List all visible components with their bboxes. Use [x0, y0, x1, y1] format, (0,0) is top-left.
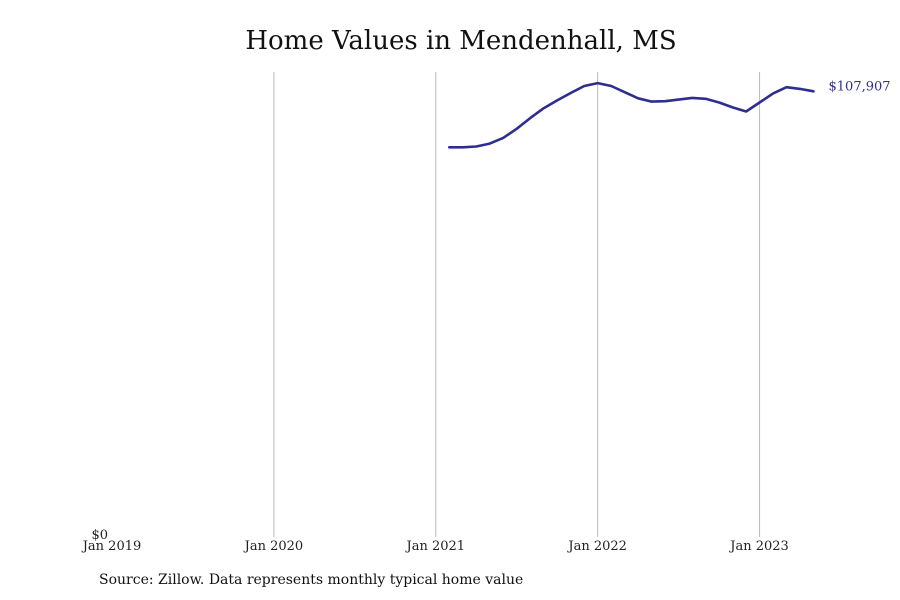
series-layer: $107,907	[447, 79, 891, 149]
x-tick-label-2021: Jan 2021	[405, 539, 466, 554]
y-tick-label-0: $0	[91, 528, 108, 543]
series-line-0	[447, 81, 815, 149]
x-tick-label-2022: Jan 2022	[566, 539, 627, 554]
chart-title: Home Values in Mendenhall, MS	[245, 26, 677, 56]
x-tick-label-2023: Jan 2023	[728, 539, 789, 554]
end-value-label: $107,907	[829, 79, 891, 94]
axis-labels: Jan 2019 Jan 2020 Jan 2021 Jan 2022 Jan 2023…	[81, 528, 789, 554]
source-note: Source: Zillow. Data represents monthly …	[99, 572, 524, 588]
x-tick-label-2019: Jan 2019	[81, 539, 142, 554]
x-tick-label-2020: Jan 2020	[243, 539, 304, 554]
grid-lines	[273, 72, 761, 537]
